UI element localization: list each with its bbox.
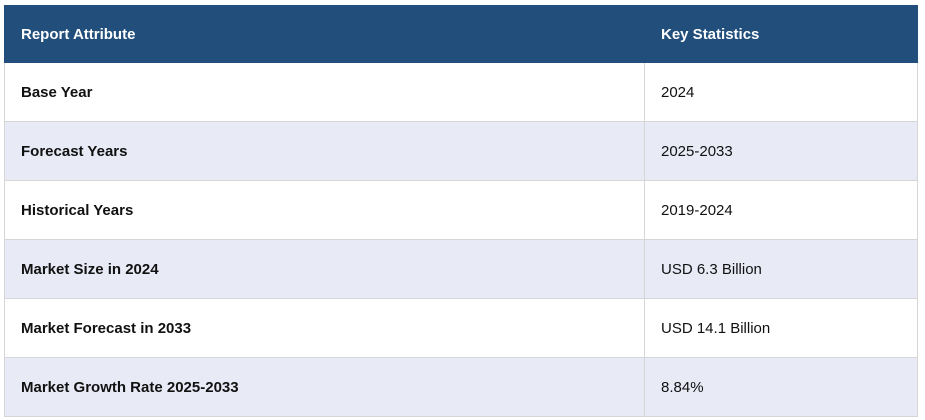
statistic-cell: USD 14.1 Billion	[644, 298, 918, 358]
header-cell: Report Attribute	[4, 5, 645, 63]
table-row: Base Year 2024	[4, 62, 918, 122]
table-body: Base Year 2024 Forecast Years 2025-2033 Hist…	[4, 62, 918, 417]
table-row: Market Size in 2024 USD 6.3 Billion	[4, 239, 918, 299]
report-table: Report Attribute Key Statistics Base Yea…	[4, 5, 918, 417]
attribute-cell: Base Year	[4, 62, 645, 122]
table-header: Report Attribute Key Statistics	[4, 5, 918, 63]
header-row: Report Attribute Key Statistics	[4, 5, 918, 63]
statistic-cell: 2025-2033	[644, 121, 918, 181]
attribute-cell: Market Forecast in 2033	[4, 298, 645, 358]
attribute-cell: Forecast Years	[4, 121, 645, 181]
table-row: Market Forecast in 2033 USD 14.1 Billion	[4, 298, 918, 358]
attribute-cell: Historical Years	[4, 180, 645, 240]
statistic-cell: USD 6.3 Billion	[644, 239, 918, 299]
attribute-cell: Market Size in 2024	[4, 239, 645, 299]
table-row: Historical Years 2019-2024	[4, 180, 918, 240]
statistic-cell: 8.84%	[644, 357, 918, 417]
attribute-cell: Market Growth Rate 2025-2033	[4, 357, 645, 417]
header-cell: Key Statistics	[644, 5, 918, 63]
table-row: Forecast Years 2025-2033	[4, 121, 918, 181]
table-row: Market Growth Rate 2025-2033 8.84%	[4, 357, 918, 417]
statistic-cell: 2019-2024	[644, 180, 918, 240]
statistic-cell: 2024	[644, 62, 918, 122]
